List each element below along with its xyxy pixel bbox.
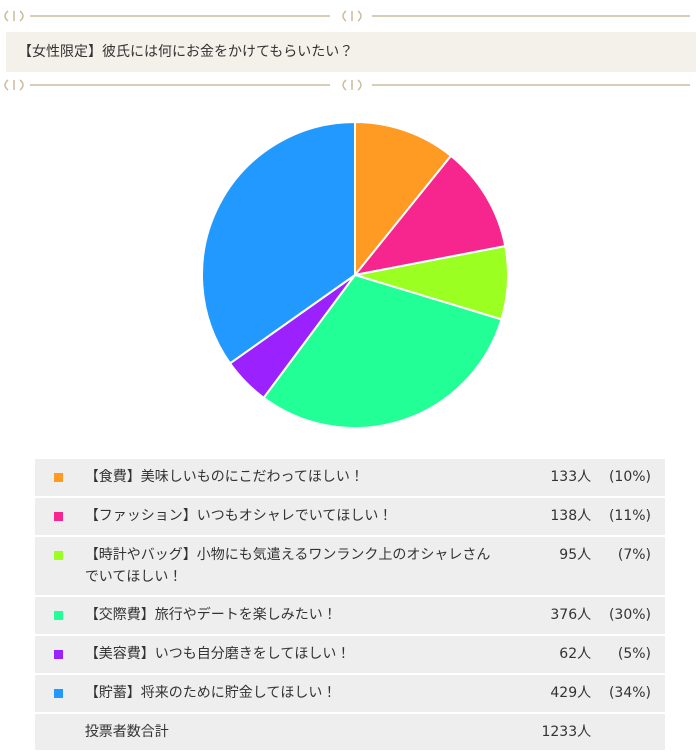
legend-swatch: [54, 551, 63, 560]
legend-swatch: [54, 611, 63, 620]
total-text: 投票者数合計: [84, 714, 502, 750]
total-count: 1233人: [501, 714, 592, 750]
legend-swatch-cell: [35, 675, 85, 712]
divider: [4, 10, 690, 22]
legend-row: 【時計やバッグ】小物にも気遣えるワンランク上のオシャレさんでいてほしい！ 95人(…: [35, 537, 665, 595]
legend-swatch-cell: [35, 498, 85, 535]
legend-row: 【貯蓄】将来のために貯金してほしい！ 429人 (34%): [35, 675, 665, 712]
legend-swatch: [54, 473, 63, 482]
vote-percent: (34%): [591, 675, 665, 712]
vote-count: 95人: [501, 537, 592, 595]
empty-cell: [591, 714, 665, 750]
divider: [4, 79, 690, 91]
legend-swatch: [54, 512, 63, 521]
legend-swatch-cell: [35, 597, 85, 634]
legend-swatch-cell: [35, 459, 85, 496]
legend-swatch: [54, 650, 63, 659]
vote-count: 376人: [501, 597, 592, 634]
vote-percent: (7%): [591, 537, 665, 595]
legend-row: 【食費】美味しいものにこだわってほしい！ 133人 (10%): [35, 459, 665, 496]
legend-row: 【美容費】いつも自分磨きをしてほしい！ 62人 (5%): [35, 636, 665, 673]
legend-label: 【ファッション】いつもオシャレでいてほしい！: [84, 498, 502, 535]
empty-cell: [35, 714, 85, 750]
legend-swatch-cell: [35, 636, 85, 673]
pie-chart: [201, 120, 509, 429]
legend-label: 【時計やバッグ】小物にも気遣えるワンランク上のオシャレさんでいてほしい！: [84, 537, 502, 595]
vote-percent: (10%): [591, 459, 665, 496]
pie-slice: [354, 120, 453, 278]
legend-label: 【美容費】いつも自分磨きをしてほしい！: [84, 636, 502, 673]
pie-slice: [201, 120, 356, 365]
legend-swatch: [54, 689, 63, 698]
legend-label: 【食費】美味しいものにこだわってほしい！: [84, 459, 502, 496]
legend-label: 【交際費】旅行やデートを楽しみたい！: [84, 597, 502, 634]
legend-row: 【ファッション】いつもオシャレでいてほしい！ 138人 (11%): [35, 498, 665, 535]
legend-swatch-cell: [35, 537, 85, 595]
vote-percent: (5%): [591, 636, 665, 673]
pie-slice: [352, 154, 507, 277]
legend-label: 【貯蓄】将来のために貯金してほしい！: [84, 675, 502, 712]
legend-row: 投票者数合計 1233人: [35, 714, 665, 750]
pie-slice: [262, 273, 503, 429]
legend-row: 【交際費】旅行やデートを楽しみたい！ 376人 (30%): [35, 597, 665, 634]
vote-percent: (11%): [591, 498, 665, 535]
vote-count: 133人: [501, 459, 592, 496]
vote-count: 138人: [501, 498, 592, 535]
vote-count: 429人: [501, 675, 592, 712]
vote-count: 62人: [501, 636, 592, 673]
vote-percent: (30%): [591, 597, 665, 634]
page: 【女性限定】彼氏には何にお金をかけてもらいたい？ 【食費】美味しいものにこだわっ…: [4, 10, 696, 750]
title-bar: 【女性限定】彼氏には何にお金をかけてもらいたい？: [6, 32, 696, 72]
legend-table: 【食費】美味しいものにこだわってほしい！ 133人 (10%) 【ファッション】いつも…: [35, 457, 665, 752]
chart-title: 【女性限定】彼氏には何にお金をかけてもらいたい？: [18, 44, 354, 60]
